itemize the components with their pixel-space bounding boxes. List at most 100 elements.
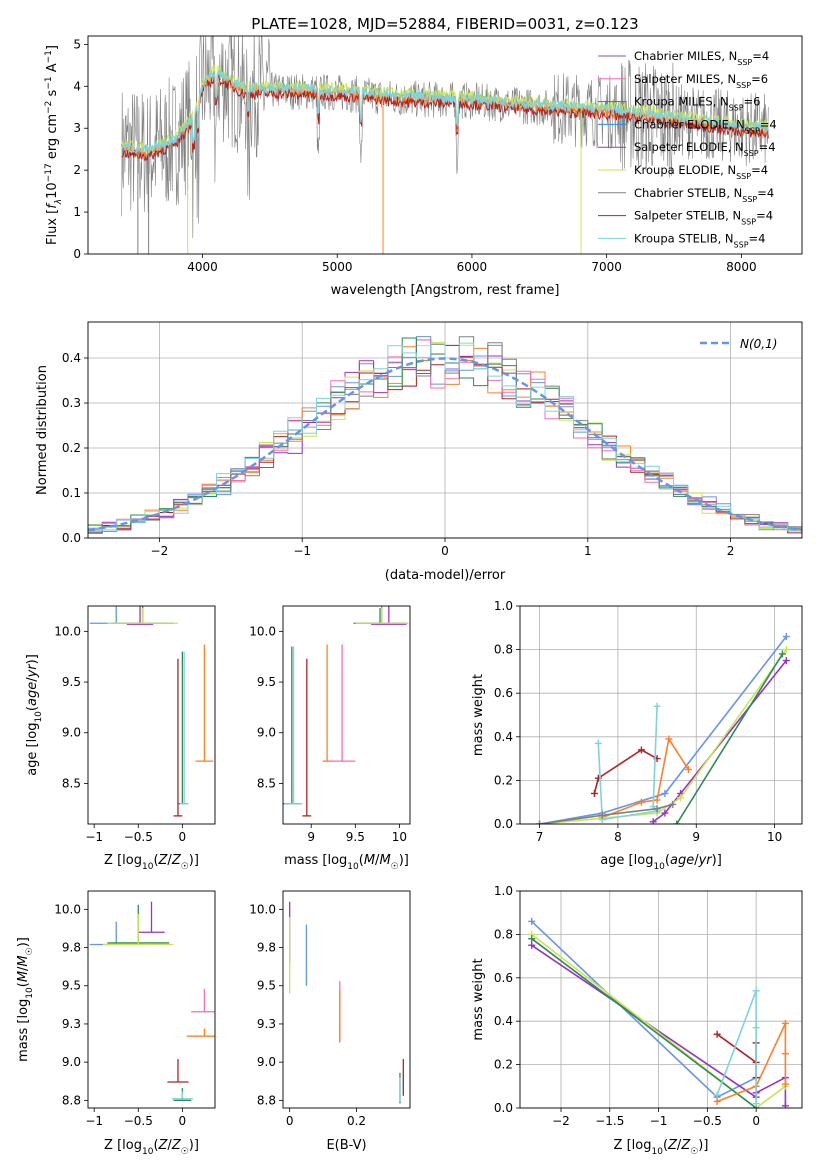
y-tick-label: 10.0 [249,624,276,638]
x-tick-label: 8000 [726,260,757,274]
weight-marker [653,702,661,710]
plot-content [89,606,214,817]
x-tick-label: 0 [179,1114,187,1128]
errorbar-point-4 [173,658,183,817]
weight-series-5 [593,748,658,794]
weight-marker [684,766,692,773]
errorbar-point-8 [284,646,303,805]
y-tick-label: 8.5 [257,776,276,790]
weight-marker [781,1019,789,1027]
plot-mass-vs-Z: −1 −0.5 0 8.8 9.0 9.3 9.5 9.8 10.0 Z [log10(Z/Z☉)… [16,890,216,1157]
legend-label: Kroupa MILES, NSSP=6 [634,95,760,113]
weight-marker [713,1097,721,1105]
y-tick-label: 0.0 [62,531,81,545]
weight-marker [713,1091,721,1099]
y-axis-label: mass weight [471,958,486,1040]
x-tick-label: −1 [293,544,311,558]
plot-age-vs-Z: −1 −0.5 0 8.5 9.0 9.5 10.0 Z [log10(Z/Z☉)] age [… [25,605,216,872]
y-tick-label: 9.0 [257,1055,276,1069]
plot-content [121,36,769,254]
x-tick-label: 0 [752,1114,760,1128]
weight-marker [781,1050,789,1058]
y-tick-label: 9.5 [62,675,81,689]
x-axis-label: Z [log10(Z/Z☉)] [104,1138,199,1157]
weight-marker [752,1024,760,1032]
errorbar-point-1 [138,901,165,933]
legend-label: Chabrier ELODIE, NSSP=4 [634,117,777,135]
x-tick-label: 8 [614,830,622,844]
x-tick-label: −0.5 [124,1114,153,1128]
weight-series-3 [531,938,757,1108]
errorbar-point-5 [195,644,214,762]
x-tick-label: 9 [692,830,700,844]
weight-marker [782,657,790,664]
x-tick-label: 1 [584,544,592,558]
y-tick-label: 0.1 [62,486,81,500]
plot-content [88,336,802,534]
residual-histogram-8 [88,342,802,532]
errorbar-point-4 [302,658,312,817]
errorbar-point-6 [328,644,356,762]
y-tick-label: 0.2 [494,773,513,787]
weight-marker [649,818,657,824]
y-tick-label: 9.5 [62,979,81,993]
weight-marker [677,794,685,802]
y-axis-label: Flux [fλ10−17 erg cm−2 s−1 A−1] [44,45,64,245]
weight-marker [653,796,661,804]
weight-marker [781,1080,789,1088]
x-axis-label: Z [log10(Z/Z☉)] [614,1138,709,1157]
legend-label: Salpeter ELODIE, NSSP=4 [634,140,776,158]
y-tick-label: 0 [73,247,81,261]
x-tick-label: 10 [392,830,407,844]
x-tick-label: −0.5 [124,830,153,844]
weight-marker [669,800,677,808]
plot-content [283,606,409,817]
y-tick-label: 9.3 [257,1017,276,1031]
plot-area [283,891,410,1108]
y-tick-label: 0.4 [62,351,81,365]
x-tick-label: 5000 [322,260,353,274]
weight-series-0 [539,636,787,824]
weight-marker [713,1030,721,1038]
y-tick-label: 0.2 [494,1058,513,1072]
legend-label: N(0,1) [740,337,777,351]
errorbar-point-3 [107,608,178,624]
legend-label: Kroupa STELIB, NSSP=4 [634,231,765,249]
x-tick-label: −1.5 [595,1114,624,1128]
plot-mass-vs-ebv: 0 0.2 8.8 9.0 9.3 9.5 9.8 10.0 E(B-V) [249,890,411,1153]
errorbar-point-1 [371,606,407,625]
y-tick-label: 0.0 [494,1101,513,1115]
errorbar-point-3 [355,608,409,624]
legend-label: Salpeter STELIB, NSSP=4 [634,209,773,227]
y-tick-label: 9.0 [62,726,81,740]
x-tick-label: −1 [85,1114,103,1128]
errorbar-point-7 [179,651,189,805]
y-tick-label: 0.3 [62,396,81,410]
x-tick-label: 10 [767,830,782,844]
weight-series-2 [531,933,786,1108]
x-tick-label: 7000 [591,260,622,274]
plot-area [520,606,802,824]
y-tick-label: 1.0 [494,599,513,613]
weight-marker [653,805,661,813]
y-tick-label: 10.0 [54,902,81,916]
y-tick-label: 0.2 [62,441,81,455]
weight-marker [673,820,681,824]
weight-marker [665,735,673,743]
y-axis-label: mass [log10(M/M☉)] [16,937,35,1062]
y-tick-label: 0.8 [494,643,513,657]
weight-marker [781,1102,789,1108]
weight-marker [536,820,544,824]
plot-content [289,901,404,1104]
errorbar-point-6 [167,1059,189,1083]
errorbar-point-5 [186,1028,215,1037]
y-axis-label: Normed distribution [35,365,50,495]
plot-content [536,633,790,824]
y-tick-label: 1 [73,205,81,219]
plot-frame [87,321,803,539]
plot-weight-vs-age: 7 8 9 10 0.0 0.2 0.4 0.6 0.8 1.0 age [log10(age/yr… [471,599,803,872]
y-tick-label: 9.0 [62,1055,81,1069]
y-axis-label: mass weight [471,674,486,756]
